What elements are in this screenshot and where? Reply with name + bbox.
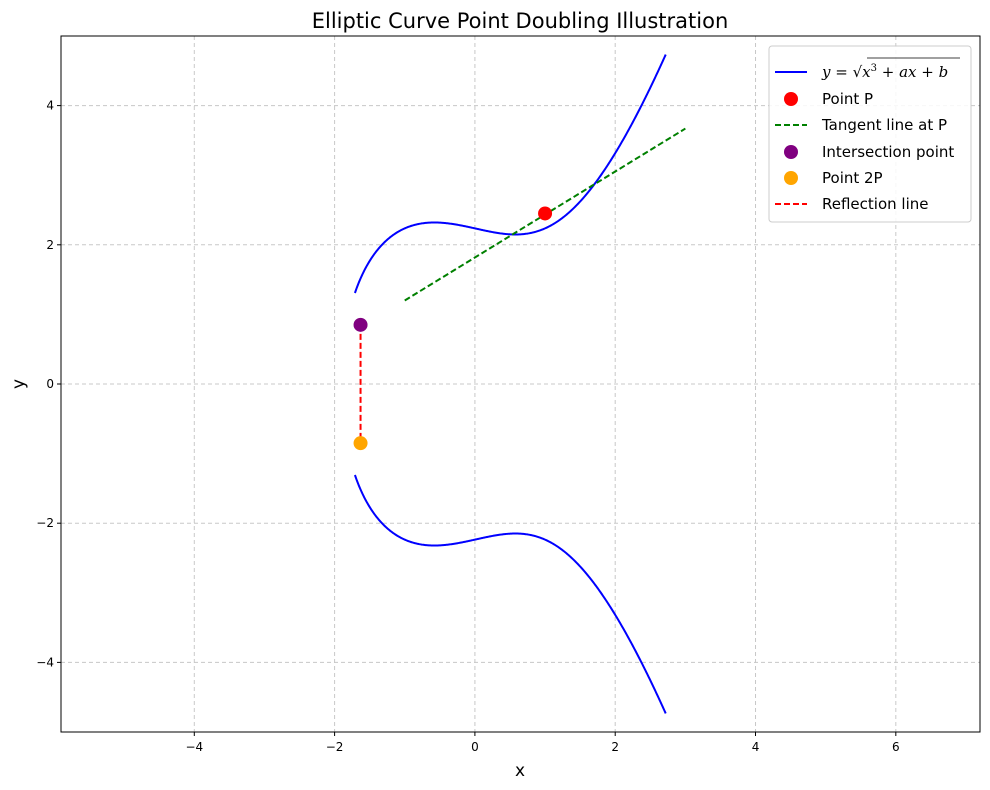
y-axis-label: y [9, 379, 29, 389]
y-tick-label: 4 [46, 99, 54, 113]
legend-entry-tangent: Tangent line at P [775, 116, 947, 134]
y-tick-label: 0 [46, 377, 54, 391]
legend-entry-curve: y = √x3 + ax + b [775, 57, 960, 81]
x-tick-label: −2 [326, 740, 344, 754]
curve-lower-branch [353, 474, 667, 714]
x-tick-label: 0 [471, 740, 479, 754]
x-axis-label: x [515, 761, 525, 781]
plot-area [353, 54, 686, 714]
legend-box [768, 45, 972, 223]
legend-entry-point-2p: Point 2P [784, 169, 883, 187]
legend-label-point-2p: Point 2P [822, 169, 883, 187]
legend-curve-part-lhs: y = [821, 63, 853, 81]
legend-curve-part-exp: 3 [871, 63, 877, 74]
point-2p [353, 436, 368, 451]
curve-upper-branch [353, 54, 667, 294]
intersection-point [353, 317, 368, 332]
x-tick-label: 6 [892, 740, 900, 754]
legend-swatch-point-p [784, 92, 798, 106]
series-layer [353, 54, 686, 714]
x-tick-label: −4 [185, 740, 203, 754]
legend-curve-part-rhs: + ax + b [877, 63, 948, 81]
y-tick-label: −2 [36, 516, 54, 530]
legend-curve-part-root: √ [853, 63, 863, 81]
legend-label-reflection: Reflection line [822, 195, 928, 213]
legend-swatch-intersection [784, 145, 798, 159]
legend: y = √x3 + ax + b Point P Tangent line at… [768, 45, 972, 223]
legend-label-tangent: Tangent line at P [821, 116, 947, 134]
legend-swatch-point-2p [784, 171, 798, 185]
legend-curve-part-x: x [862, 63, 871, 81]
legend-entry-point-p: Point P [784, 90, 873, 108]
ticks: −4 −2 0 2 4 6 −4 −2 0 2 4 [36, 99, 899, 754]
y-tick-label: −4 [36, 655, 54, 669]
legend-label-point-p: Point P [822, 90, 873, 108]
legend-label-intersection: Intersection point [822, 143, 954, 161]
legend-entry-intersection: Intersection point [784, 143, 954, 161]
y-tick-label: 2 [46, 238, 54, 252]
x-tick-label: 4 [752, 740, 760, 754]
legend-entry-reflection: Reflection line [775, 195, 928, 213]
x-tick-label: 2 [611, 740, 619, 754]
point-p [538, 206, 553, 221]
chart-title: Elliptic Curve Point Doubling Illustrati… [312, 9, 729, 33]
legend-label-curve: y = √x3 + ax + b [821, 63, 948, 81]
